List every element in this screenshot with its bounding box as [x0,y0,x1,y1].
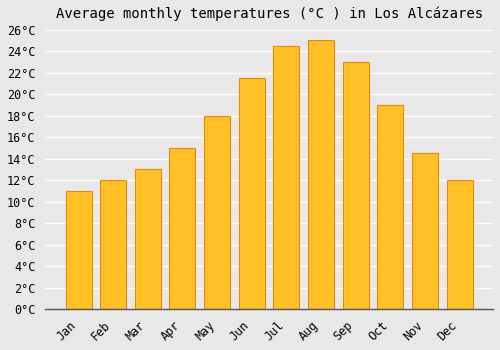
Bar [204,116,230,309]
Title: Average monthly temperatures (°C ) in Los Alcázares: Average monthly temperatures (°C ) in Lo… [56,7,482,21]
Bar [100,180,126,309]
Bar [135,169,161,309]
Bar [170,148,196,309]
Bar [66,191,92,309]
Bar [378,105,404,309]
Bar [412,153,438,309]
Bar [446,180,472,309]
Bar [342,62,368,309]
Bar [274,46,299,309]
Bar [239,78,265,309]
Bar [308,40,334,309]
